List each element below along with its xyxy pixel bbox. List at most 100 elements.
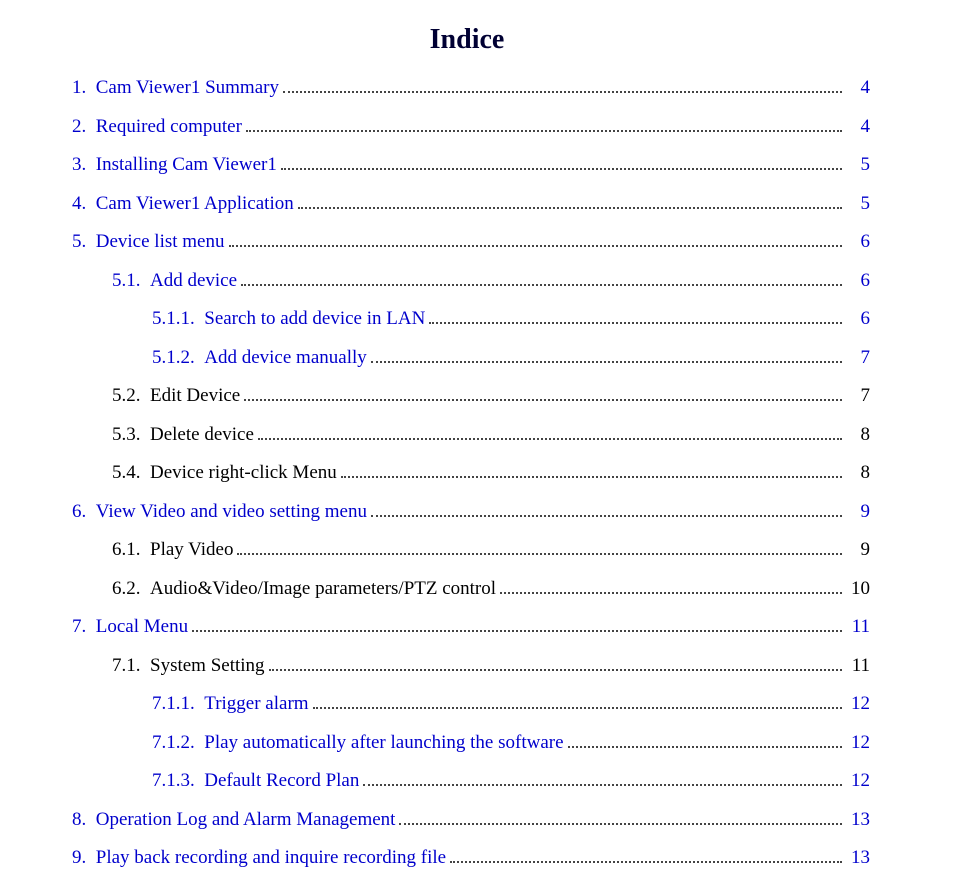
toc-leader-dots [341,476,842,478]
toc-entry-page: 13 [846,806,870,835]
toc-leader-dots [229,245,843,247]
toc-entry-number: 9. [72,844,96,873]
toc-entry-page: 9 [846,498,870,527]
toc-leader-dots [450,861,842,863]
toc-entry-page: 4 [846,113,870,142]
toc-entry[interactable]: 5.1. Add device 6 [64,267,870,296]
toc-entry[interactable]: 5.1.1. Search to add device in LAN 6 [64,305,870,334]
toc-entry-page: 6 [846,228,870,257]
toc-entry[interactable]: 5.3. Delete device 8 [64,421,870,450]
toc-entry[interactable]: 7.1. System Setting 11 [64,652,870,681]
toc-entry-number: 5.1. [112,267,150,296]
toc-entry-label: View Video and video setting menu [96,498,367,527]
toc-entry-label: Add device [150,267,237,296]
toc-entry-label: Add device manually [204,344,367,373]
toc-entry-page: 8 [846,459,870,488]
toc-title: Indice [64,24,870,56]
toc-entry-label: Delete device [150,421,254,450]
toc-entry-label: Device list menu [96,228,225,257]
toc-entry-number: 7.1. [112,652,150,681]
toc-entry-number: 7. [72,613,96,642]
toc-list: 1. Cam Viewer1 Summary42. Required compu… [64,74,870,873]
toc-entry-label: Audio&Video/Image parameters/PTZ control [150,575,496,604]
toc-entry[interactable]: 7.1.2. Play automatically after launchin… [64,729,870,758]
toc-entry-label: Play back recording and inquire recordin… [96,844,446,873]
toc-entry[interactable]: 8. Operation Log and Alarm Management 13 [64,806,870,835]
toc-leader-dots [298,207,842,209]
toc-entry-page: 6 [846,267,870,296]
toc-entry-number: 6.2. [112,575,150,604]
toc-entry-page: 8 [846,421,870,450]
toc-entry[interactable]: 5. Device list menu 6 [64,228,870,257]
toc-entry-label: Operation Log and Alarm Management [96,806,396,835]
toc-entry-number: 1. [72,74,96,103]
toc-entry[interactable]: 5.2. Edit Device7 [64,382,870,411]
toc-entry[interactable]: 4. Cam Viewer1 Application 5 [64,190,870,219]
toc-entry-page: 11 [846,652,870,681]
toc-entry-number: 7.1.3. [152,767,204,796]
toc-entry-number: 5.2. [112,382,150,411]
toc-leader-dots [429,322,842,324]
toc-entry[interactable]: 6.2. Audio&Video/Image parameters/PTZ co… [64,575,870,604]
toc-leader-dots [363,784,842,786]
toc-leader-dots [371,515,842,517]
toc-leader-dots [568,746,842,748]
toc-leader-dots [283,91,842,93]
toc-entry-label: Installing Cam Viewer1 [96,151,277,180]
toc-leader-dots [313,707,842,709]
toc-entry[interactable]: 6.1. Play Video 9 [64,536,870,565]
toc-entry[interactable]: 1. Cam Viewer1 Summary 4 [64,74,870,103]
toc-entry-label: Trigger alarm [204,690,308,719]
toc-entry[interactable]: 7.1.3. Default Record Plan 12 [64,767,870,796]
toc-leader-dots [237,553,842,555]
toc-entry[interactable]: 7.1.1. Trigger alarm 12 [64,690,870,719]
toc-entry[interactable]: 2. Required computer 4 [64,113,870,142]
toc-entry-number: 7.1.2. [152,729,204,758]
toc-entry-page: 5 [846,151,870,180]
toc-entry-page: 4 [846,74,870,103]
toc-entry-page: 12 [846,767,870,796]
toc-leader-dots [246,130,842,132]
toc-entry[interactable]: 6. View Video and video setting menu 9 [64,498,870,527]
toc-entry-page: 12 [846,729,870,758]
toc-leader-dots [269,669,842,671]
toc-entry-label: Default Record Plan [204,767,359,796]
toc-entry-number: 3. [72,151,96,180]
toc-leader-dots [399,823,842,825]
toc-entry-number: 5.3. [112,421,150,450]
toc-entry-label: Required computer [96,113,242,142]
toc-entry-label: System Setting [150,652,265,681]
toc-entry-page: 5 [846,190,870,219]
toc-entry[interactable]: 7. Local Menu 11 [64,613,870,642]
toc-entry-number: 5.1.2. [152,344,204,373]
toc-entry-label: Cam Viewer1 Summary [96,74,279,103]
toc-entry[interactable]: 9. Play back recording and inquire recor… [64,844,870,873]
toc-entry-number: 2. [72,113,96,142]
toc-entry-page: 9 [846,536,870,565]
toc-entry-label: Play automatically after launching the s… [204,729,563,758]
toc-entry-label: Edit Device [150,382,240,411]
toc-entry[interactable]: 5.1.2. Add device manually 7 [64,344,870,373]
toc-entry-label: Search to add device in LAN [204,305,425,334]
toc-entry-number: 7.1.1. [152,690,204,719]
toc-entry-page: 7 [846,344,870,373]
toc-entry-page: 12 [846,690,870,719]
toc-entry-number: 5.4. [112,459,150,488]
toc-entry[interactable]: 3. Installing Cam Viewer1 5 [64,151,870,180]
toc-entry-page: 6 [846,305,870,334]
toc-entry-label: Device right-click Menu [150,459,337,488]
toc-leader-dots [241,284,842,286]
toc-entry-label: Play Video [150,536,233,565]
toc-entry-number: 5. [72,228,96,257]
toc-entry-page: 11 [846,613,870,642]
toc-entry-number: 4. [72,190,96,219]
toc-entry-page: 13 [846,844,870,873]
toc-entry-number: 6.1. [112,536,150,565]
toc-entry-page: 10 [846,575,870,604]
toc-entry-number: 6. [72,498,96,527]
toc-entry-number: 8. [72,806,96,835]
toc-entry-label: Local Menu [96,613,188,642]
toc-entry-number: 5.1.1. [152,305,204,334]
toc-entry-label: Cam Viewer1 Application [96,190,294,219]
toc-entry[interactable]: 5.4. Device right-click Menu 8 [64,459,870,488]
